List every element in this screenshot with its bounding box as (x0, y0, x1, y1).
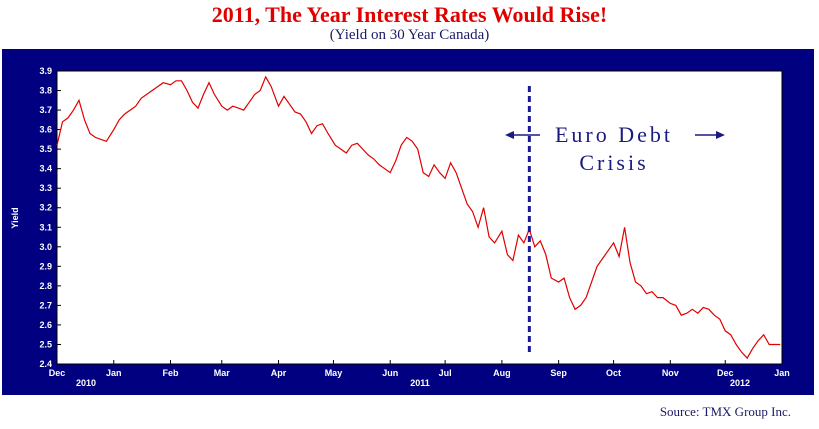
x-tick-label: Dec (49, 368, 66, 378)
x-tick-label: Jan (774, 368, 790, 378)
source-note: Source: TMX Group Inc. (659, 404, 791, 419)
x-tick-label: Oct (606, 368, 621, 378)
x-tick-label: Jan (106, 368, 122, 378)
chart-subtitle: (Yield on 30 Year Canada) (329, 27, 490, 43)
y-tick-label: 2.9 (39, 261, 52, 271)
x-tick-label: Nov (662, 368, 679, 378)
y-tick-label: 2.5 (39, 339, 52, 349)
year-label-2012: 2012 (730, 378, 750, 388)
chart-title: 2011, The Year Interest Rates Would Rise… (211, 2, 608, 27)
x-tick-label: Aug (493, 368, 511, 378)
yield-series-line (56, 75, 781, 360)
y-tick-label: 2.6 (39, 320, 52, 330)
y-tick-label: 3.2 (39, 203, 52, 213)
left-arrow-icon (505, 131, 540, 139)
y-axis-label: Yield (10, 207, 20, 228)
y-tick-label: 3.0 (39, 242, 52, 252)
annotation-line-1: Euro Debt (555, 122, 673, 147)
year-label-2011: 2011 (410, 378, 430, 388)
y-tick-label: 2.4 (39, 359, 52, 369)
y-tick-label: 3.9 (39, 66, 52, 76)
x-tick-label: Jun (382, 368, 398, 378)
year-label-2010: 2010 (76, 378, 96, 388)
right-arrow-icon (695, 131, 725, 139)
y-tick-label: 3.3 (39, 183, 52, 193)
y-tick-label: 2.7 (39, 300, 52, 310)
y-tick-label: 3.7 (39, 105, 52, 115)
x-tick-label: May (325, 368, 343, 378)
x-tick-label: Feb (163, 368, 180, 378)
annotation-line-2: Crisis (579, 150, 648, 175)
y-tick-label: 3.1 (39, 222, 52, 232)
y-tick-label: 3.4 (39, 164, 52, 174)
y-tick-label: 3.8 (39, 86, 52, 96)
x-axis: Dec Jan Feb Mar Apr May Jun Jul Aug Sep Oct Nov Dec J… (49, 360, 790, 378)
x-tick-label: Dec (717, 368, 734, 378)
x-tick-label: Mar (214, 368, 231, 378)
y-tick-label: 3.6 (39, 125, 52, 135)
y-tick-label: 2.8 (39, 281, 52, 291)
x-tick-label: Jul (439, 368, 452, 378)
y-tick-label: 3.5 (39, 144, 52, 154)
x-tick-label: Sep (550, 368, 567, 378)
plot-area (56, 70, 783, 365)
x-tick-label: Apr (271, 368, 287, 378)
y-axis: 3.9 3.8 3.7 3.6 3.5 3.4 3.3 3.2 3.1 3.0 2.9 2.8 2.7 2… (39, 66, 61, 369)
